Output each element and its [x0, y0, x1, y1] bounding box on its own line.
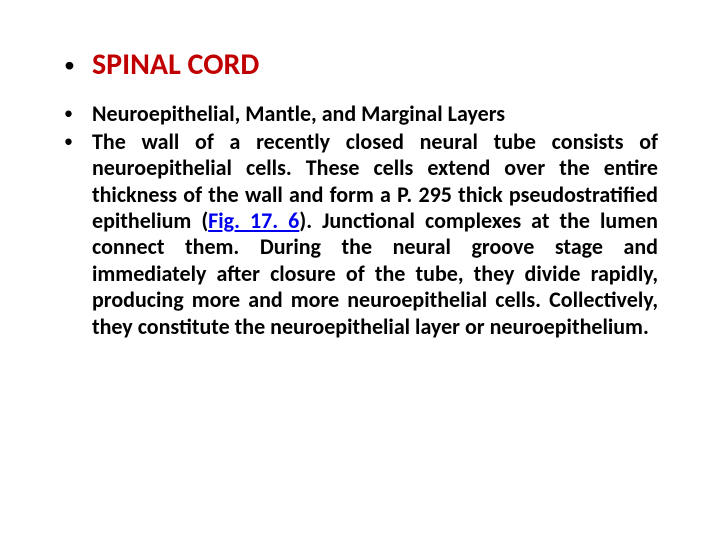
figure-link[interactable]: Fig. 17. 6 — [208, 207, 299, 234]
title-bullet: • — [62, 48, 92, 80]
body-row: • The wall of a recently closed neural t… — [62, 129, 658, 340]
subheading-text: Neuroepithelial, Mantle, and Marginal La… — [92, 101, 658, 127]
title-row: • SPINAL CORD — [62, 48, 658, 83]
subheading-row: • Neuroepithelial, Mantle, and Marginal … — [62, 101, 658, 127]
subheading-bullet: • — [62, 101, 92, 126]
page-title: SPINAL CORD — [92, 48, 658, 83]
body-paragraph: The wall of a recently closed neural tub… — [92, 129, 658, 340]
body-bullet: • — [62, 129, 92, 154]
